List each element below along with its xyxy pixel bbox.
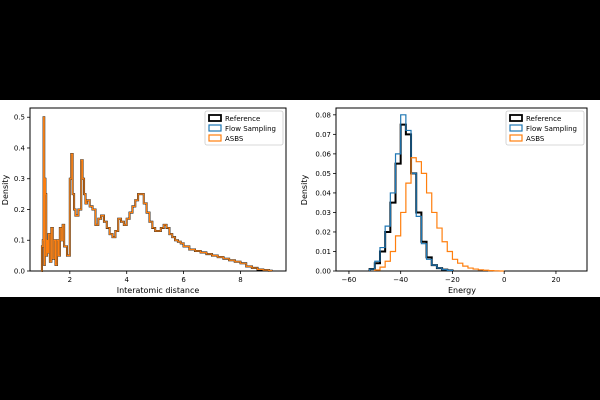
figure-canvas: 2 4 6 8 0.0 0.1 0.2 0.3 0.4 0.5 Interatomic dist…: [1, 107, 588, 295]
y-tick-label: 0.06: [315, 150, 331, 158]
legend-box: [505, 110, 585, 146]
legend-label: ASBS: [225, 135, 244, 143]
axes-frame-left: [29, 107, 287, 272]
x-tick-label: −60: [342, 276, 357, 284]
legend-swatch-reference: [208, 114, 222, 122]
legend-label: Flow Sampling: [526, 125, 577, 133]
y-tick-label: 0.04: [315, 189, 331, 197]
x-tick-label: 8: [238, 276, 242, 284]
series-line-asbs: [41, 116, 273, 272]
legend-swatch-asbs: [208, 134, 222, 142]
x-tick-label: 20: [551, 276, 560, 284]
legend-swatch-flow-sampling: [509, 124, 523, 132]
legend-label: ASBS: [526, 135, 545, 143]
x-tick-label: 2: [68, 276, 72, 284]
x-tick-label: 6: [181, 276, 186, 284]
legend-swatch-asbs: [509, 134, 523, 142]
x-tick-label: 0: [502, 276, 506, 284]
legend-swatch-flow-sampling: [208, 124, 222, 132]
y-tick-label: 0.00: [315, 268, 331, 276]
series-line-flow-sampling: [369, 114, 454, 272]
y-tick-label: 0.01: [315, 248, 331, 256]
legend-box: [204, 110, 284, 146]
y-axis-label-left: Density: [1, 175, 10, 206]
x-tick-label: −40: [393, 276, 408, 284]
legend-right: Reference Flow Sampling ASBS: [505, 110, 585, 146]
chart-interatomic-distance: 2 4 6 8 0.0 0.1 0.2 0.3 0.4 0.5 Interatomic dist…: [1, 107, 287, 295]
y-tick-label: 0.0: [14, 268, 25, 276]
legend-label: Reference: [526, 115, 561, 123]
y-tick-label: 0.08: [315, 111, 331, 119]
y-tick-label: 0.03: [315, 209, 331, 217]
legend-swatch-reference: [509, 114, 523, 122]
figure: 2 4 6 8 0.0 0.1 0.2 0.3 0.4 0.5 Interatomic dist…: [0, 100, 600, 297]
y-tick-label: 0.05: [315, 170, 331, 178]
y-axis-label-right: Density: [300, 175, 309, 206]
y-tick-label: 0.5: [14, 114, 25, 122]
x-axis-label-left: Interatomic distance: [117, 286, 200, 295]
y-tick-label: 0.3: [14, 175, 25, 183]
series-line-asbs: [374, 157, 505, 272]
y-tick-label: 0.1: [14, 237, 25, 245]
plot-area-right: −60 −40 −20 0 20 0.00 0.01 0.02 0.03 0.04 0.05 0.0…: [315, 107, 588, 284]
chart-energy: −60 −40 −20 0 20 0.00 0.01 0.02 0.03 0.04 0.05 0.0…: [300, 107, 588, 295]
legend-label: Flow Sampling: [225, 125, 276, 133]
x-axis-label-right: Energy: [448, 286, 476, 295]
axes-frame-right: [335, 107, 588, 272]
plot-area-left: 2 4 6 8 0.0 0.1 0.2 0.3 0.4 0.5: [14, 107, 287, 284]
y-tick-label: 0.2: [14, 206, 25, 214]
y-tick-label: 0.4: [14, 144, 26, 152]
legend-label: Reference: [225, 115, 260, 123]
legend-left: Reference Flow Sampling ASBS: [204, 110, 284, 146]
y-tick-label: 0.07: [315, 131, 331, 139]
x-tick-label: −20: [445, 276, 460, 284]
y-tick-label: 0.02: [315, 228, 331, 236]
x-tick-label: 4: [124, 276, 129, 284]
